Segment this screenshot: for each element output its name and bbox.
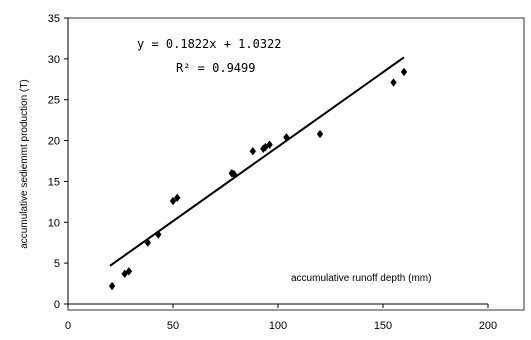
x-tick-label: 150 — [374, 320, 392, 332]
x-tick-label: 0 — [65, 320, 71, 332]
data-point — [249, 146, 256, 156]
y-tick-label: 15 — [48, 176, 60, 188]
ticks — [64, 17, 489, 308]
x-tick-label: 50 — [167, 320, 179, 332]
data-point — [169, 196, 177, 206]
trendline — [109, 56, 405, 267]
tick-labels: 0 5 10 15 20 25 30 35 0 50 100 150 200 — [48, 13, 497, 332]
y-tick-label: 20 — [48, 136, 60, 148]
data-point — [390, 78, 397, 87]
data-points — [108, 67, 408, 291]
data-point — [121, 269, 128, 278]
y-tick-label: 5 — [54, 258, 60, 270]
y-tick-label: 25 — [48, 95, 60, 107]
data-point — [400, 67, 408, 77]
data-point — [266, 140, 273, 149]
data-point — [125, 267, 133, 276]
y-tick-label: 30 — [48, 54, 60, 66]
x-tick-label: 200 — [479, 320, 497, 332]
y-tick-label: 35 — [48, 13, 60, 25]
equation-annotation: y = 0.1822x + 1.0322 — [137, 37, 282, 51]
data-point — [174, 193, 181, 202]
data-point — [316, 129, 324, 139]
x-tick-label: 100 — [269, 320, 287, 332]
y-tick-label: 10 — [48, 217, 60, 229]
data-point — [283, 133, 290, 142]
y-axis-label: accumulative sediemmt production (T) — [19, 79, 30, 249]
y-tick-label: 0 — [54, 299, 60, 311]
data-point — [260, 144, 267, 153]
r-squared-annotation: R² = 0.9499 — [176, 61, 255, 75]
x-axis-label: accumulative runoff depth (mm) — [291, 273, 431, 284]
data-point — [108, 281, 116, 291]
